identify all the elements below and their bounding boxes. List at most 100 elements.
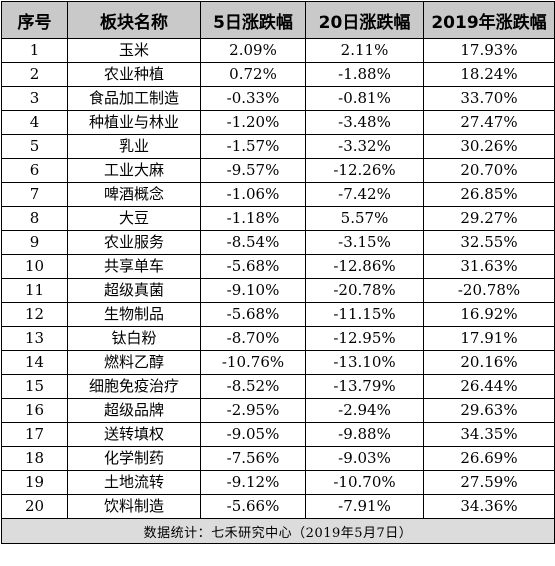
change-20day-cell: -12.26% bbox=[305, 158, 424, 183]
rank-cell: 12 bbox=[1, 302, 68, 327]
change-ytd-cell: 27.47% bbox=[423, 110, 555, 135]
change-20day-cell: -0.81% bbox=[305, 86, 424, 111]
change-ytd-cell: -20.78% bbox=[423, 278, 555, 303]
source-note: 数据统计：七禾研究中心（2019年5月7日） bbox=[1, 518, 555, 544]
change-ytd-cell: 34.35% bbox=[423, 422, 555, 447]
header-rank: 序号 bbox=[1, 1, 68, 39]
table-row: 10 共享单车 -5.68% -12.86% 31.63% bbox=[1, 254, 555, 279]
change-20day-cell: -7.91% bbox=[305, 494, 424, 519]
change-ytd-cell: 34.36% bbox=[423, 494, 555, 519]
change-5day-cell: -5.68% bbox=[200, 254, 306, 279]
table-row: 7 啤酒概念 -1.06% -7.42% 26.85% bbox=[1, 182, 555, 207]
table-row: 19 土地流转 -9.12% -10.70% 27.59% bbox=[1, 470, 555, 495]
sector-performance-table: 序号 板块名称 5日涨跌幅 20日涨跌幅 2019年涨跌幅 1 玉米 2.09% 2.… bbox=[1, 1, 555, 544]
change-20day-cell: -12.86% bbox=[305, 254, 424, 279]
header-ytd-change: 2019年涨跌幅 bbox=[423, 1, 555, 39]
rank-cell: 18 bbox=[1, 446, 68, 471]
change-ytd-cell: 27.59% bbox=[423, 470, 555, 495]
change-5day-cell: -8.70% bbox=[200, 326, 306, 351]
change-5day-cell: -9.10% bbox=[200, 278, 306, 303]
sector-name-cell: 超级真菌 bbox=[67, 278, 201, 303]
table-row: 16 超级品牌 -2.95% -2.94% 29.63% bbox=[1, 398, 555, 423]
change-5day-cell: 2.09% bbox=[200, 38, 306, 63]
rank-cell: 2 bbox=[1, 62, 68, 87]
table-row: 20 饮料制造 -5.66% -7.91% 34.36% bbox=[1, 494, 555, 519]
change-5day-cell: -0.33% bbox=[200, 86, 306, 111]
change-ytd-cell: 29.63% bbox=[423, 398, 555, 423]
change-20day-cell: -10.70% bbox=[305, 470, 424, 495]
sector-name-cell: 饮料制造 bbox=[67, 494, 201, 519]
change-ytd-cell: 26.69% bbox=[423, 446, 555, 471]
change-5day-cell: 0.72% bbox=[200, 62, 306, 87]
sector-name-cell: 食品加工制造 bbox=[67, 86, 201, 111]
sector-name-cell: 啤酒概念 bbox=[67, 182, 201, 207]
change-20day-cell: -13.79% bbox=[305, 374, 424, 399]
sector-name-cell: 生物制品 bbox=[67, 302, 201, 327]
change-5day-cell: -1.06% bbox=[200, 182, 306, 207]
change-20day-cell: -11.15% bbox=[305, 302, 424, 327]
table-row: 6 工业大麻 -9.57% -12.26% 20.70% bbox=[1, 158, 555, 183]
rank-cell: 20 bbox=[1, 494, 68, 519]
footer-row: 数据统计：七禾研究中心（2019年5月7日） bbox=[1, 518, 555, 544]
rank-cell: 17 bbox=[1, 422, 68, 447]
sector-name-cell: 土地流转 bbox=[67, 470, 201, 495]
change-20day-cell: -3.32% bbox=[305, 134, 424, 159]
table-row: 3 食品加工制造 -0.33% -0.81% 33.70% bbox=[1, 86, 555, 111]
rank-cell: 7 bbox=[1, 182, 68, 207]
change-ytd-cell: 30.26% bbox=[423, 134, 555, 159]
change-ytd-cell: 32.55% bbox=[423, 230, 555, 255]
change-5day-cell: -10.76% bbox=[200, 350, 306, 375]
sector-name-cell: 细胞免疫治疗 bbox=[67, 374, 201, 399]
change-5day-cell: -7.56% bbox=[200, 446, 306, 471]
sector-name-cell: 燃料乙醇 bbox=[67, 350, 201, 375]
table-row: 14 燃料乙醇 -10.76% -13.10% 20.16% bbox=[1, 350, 555, 375]
rank-cell: 11 bbox=[1, 278, 68, 303]
rank-cell: 3 bbox=[1, 86, 68, 111]
change-5day-cell: -9.12% bbox=[200, 470, 306, 495]
change-20day-cell: -1.88% bbox=[305, 62, 424, 87]
rank-cell: 15 bbox=[1, 374, 68, 399]
header-5day-change: 5日涨跌幅 bbox=[200, 1, 306, 39]
change-ytd-cell: 16.92% bbox=[423, 302, 555, 327]
sector-name-cell: 超级品牌 bbox=[67, 398, 201, 423]
change-ytd-cell: 18.24% bbox=[423, 62, 555, 87]
change-ytd-cell: 20.70% bbox=[423, 158, 555, 183]
rank-cell: 10 bbox=[1, 254, 68, 279]
header-sector-name: 板块名称 bbox=[67, 1, 201, 39]
change-ytd-cell: 26.85% bbox=[423, 182, 555, 207]
change-20day-cell: -9.88% bbox=[305, 422, 424, 447]
rank-cell: 5 bbox=[1, 134, 68, 159]
change-5day-cell: -5.66% bbox=[200, 494, 306, 519]
table-row: 1 玉米 2.09% 2.11% 17.93% bbox=[1, 38, 555, 63]
rank-cell: 13 bbox=[1, 326, 68, 351]
table-row: 9 农业服务 -8.54% -3.15% 32.55% bbox=[1, 230, 555, 255]
change-ytd-cell: 31.63% bbox=[423, 254, 555, 279]
table-row: 11 超级真菌 -9.10% -20.78% -20.78% bbox=[1, 278, 555, 303]
change-20day-cell: 5.57% bbox=[305, 206, 424, 231]
change-20day-cell: -3.48% bbox=[305, 110, 424, 135]
table-row: 15 细胞免疫治疗 -8.52% -13.79% 26.44% bbox=[1, 374, 555, 399]
change-5day-cell: -1.57% bbox=[200, 134, 306, 159]
change-20day-cell: -3.15% bbox=[305, 230, 424, 255]
table-row: 4 种植业与林业 -1.20% -3.48% 27.47% bbox=[1, 110, 555, 135]
change-20day-cell: 2.11% bbox=[305, 38, 424, 63]
rank-cell: 14 bbox=[1, 350, 68, 375]
header-20day-change: 20日涨跌幅 bbox=[305, 1, 424, 39]
change-20day-cell: -2.94% bbox=[305, 398, 424, 423]
table-row: 17 送转填权 -9.05% -9.88% 34.35% bbox=[1, 422, 555, 447]
rank-cell: 19 bbox=[1, 470, 68, 495]
change-5day-cell: -8.52% bbox=[200, 374, 306, 399]
header-row: 序号 板块名称 5日涨跌幅 20日涨跌幅 2019年涨跌幅 bbox=[1, 1, 555, 39]
change-ytd-cell: 20.16% bbox=[423, 350, 555, 375]
change-5day-cell: -2.95% bbox=[200, 398, 306, 423]
change-5day-cell: -1.18% bbox=[200, 206, 306, 231]
sector-name-cell: 送转填权 bbox=[67, 422, 201, 447]
sector-name-cell: 工业大麻 bbox=[67, 158, 201, 183]
table-row: 8 大豆 -1.18% 5.57% 29.27% bbox=[1, 206, 555, 231]
change-5day-cell: -1.20% bbox=[200, 110, 306, 135]
change-20day-cell: -13.10% bbox=[305, 350, 424, 375]
change-5day-cell: -8.54% bbox=[200, 230, 306, 255]
change-ytd-cell: 33.70% bbox=[423, 86, 555, 111]
change-20day-cell: -12.95% bbox=[305, 326, 424, 351]
sector-name-cell: 种植业与林业 bbox=[67, 110, 201, 135]
